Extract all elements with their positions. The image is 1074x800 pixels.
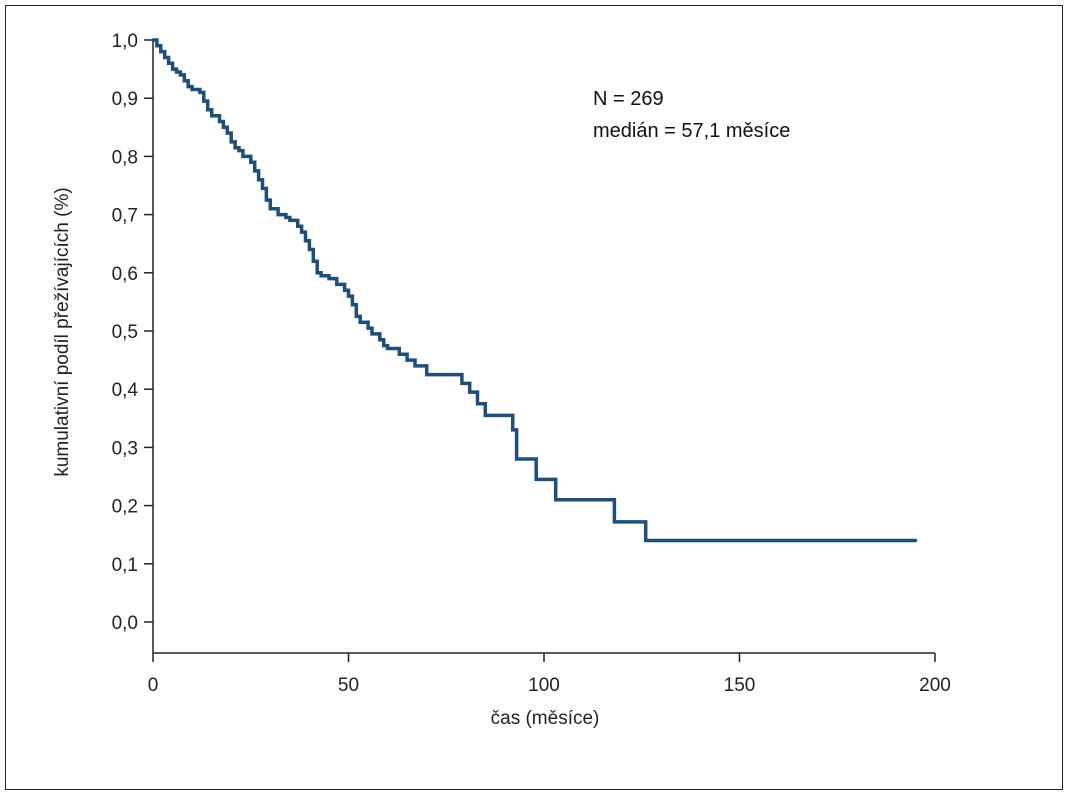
y-tick-label: 0,2 — [112, 497, 138, 518]
y-tick-label: 0,7 — [112, 206, 138, 227]
n-annotation: N = 269 — [593, 88, 664, 110]
y-tick-label: 0,5 — [112, 322, 138, 343]
y-tick-label: 0,6 — [112, 264, 138, 285]
x-tick-label: 150 — [724, 675, 756, 696]
axes — [152, 40, 935, 654]
chart-frame — [5, 5, 1063, 790]
median-annotation: medián = 57,1 měsíce — [593, 120, 790, 142]
ticks: 0,0 0,1 0,2 0,3 0,4 0,5 0,6 0,7 0,8 0,9 1,0 0 50 100 1… — [112, 31, 951, 696]
x-axis-label: čas (měsíce) — [491, 708, 600, 729]
y-tick-label: 0,9 — [112, 89, 138, 110]
series-layer — [151, 38, 918, 543]
y-tick-label: 0,3 — [112, 438, 138, 459]
y-tick-label: 0,0 — [112, 613, 138, 634]
y-axis-label: kumulativní podíl přežívajících (%) — [52, 187, 73, 476]
y-tick-label: 1,0 — [112, 31, 138, 52]
survival-series-line — [151, 38, 918, 543]
y-tick-label: 0,1 — [112, 555, 138, 576]
y-tick-label: 0,4 — [112, 380, 139, 401]
y-tick-label: 0,8 — [112, 147, 138, 168]
x-tick-label: 200 — [919, 675, 951, 696]
x-tick-label: 50 — [338, 675, 359, 696]
x-tick-label: 0 — [148, 675, 159, 696]
x-tick-label: 100 — [528, 675, 560, 696]
